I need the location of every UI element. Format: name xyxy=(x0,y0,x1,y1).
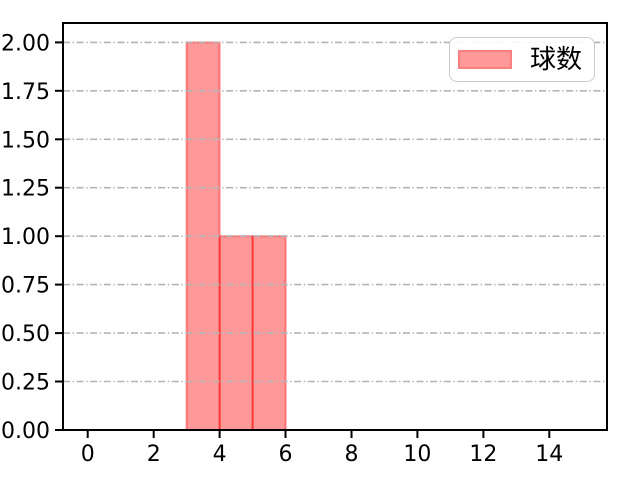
y-tick-label: 1.25 xyxy=(1,177,50,202)
y-tick-label: 0.50 xyxy=(1,322,50,347)
y-tick-label: 0.00 xyxy=(1,419,50,444)
x-tick-label: 8 xyxy=(345,442,359,467)
x-tick-label: 6 xyxy=(279,442,293,467)
x-tick-label: 0 xyxy=(81,442,95,467)
x-tick-label: 2 xyxy=(147,442,161,467)
x-tick-label: 10 xyxy=(403,442,431,467)
axes-spines xyxy=(62,22,608,431)
y-tick-label: 1.50 xyxy=(1,128,50,153)
y-tick-label: 1.00 xyxy=(1,225,50,250)
y-tick-label: 0.75 xyxy=(1,274,50,299)
legend: 球数 xyxy=(449,37,595,82)
y-tick-label: 1.75 xyxy=(1,80,50,105)
x-tick-label: 14 xyxy=(535,442,563,467)
legend-swatch xyxy=(458,50,512,69)
x-tick-label: 12 xyxy=(469,442,497,467)
legend-label: 球数 xyxy=(530,44,583,75)
y-tick-label: 0.25 xyxy=(1,371,50,396)
x-tick-label: 4 xyxy=(213,442,227,467)
y-tick-label: 2.00 xyxy=(1,31,50,56)
